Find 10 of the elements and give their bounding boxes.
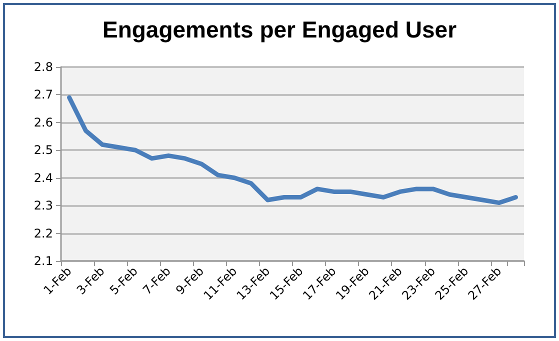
y-tick-label: 2.5 bbox=[34, 143, 53, 158]
line-series bbox=[67, 95, 518, 206]
chart-title: Engagements per Engaged User bbox=[102, 16, 457, 42]
y-tick-label: 2.4 bbox=[34, 170, 53, 185]
y-tick-label: 2.3 bbox=[34, 198, 53, 213]
y-tick-label: 2.1 bbox=[34, 254, 53, 268]
y-tick-label: 2.2 bbox=[34, 226, 53, 240]
y-tick-label: 2.6 bbox=[34, 115, 53, 130]
y-tick-label: 2.7 bbox=[34, 88, 53, 102]
y-tick-label: 2.8 bbox=[34, 60, 53, 74]
